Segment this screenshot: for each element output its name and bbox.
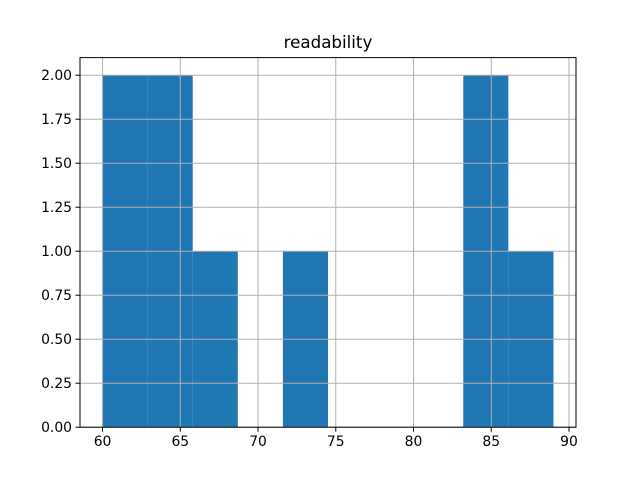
x-tick-label: 80 bbox=[405, 434, 423, 450]
chart-title: readability bbox=[284, 32, 373, 52]
y-tick-label: 0.00 bbox=[41, 420, 72, 436]
y-tick-label: 0.25 bbox=[41, 376, 72, 392]
x-tick-label: 75 bbox=[327, 434, 345, 450]
y-tick-label: 1.00 bbox=[41, 244, 72, 260]
x-tick-label: 60 bbox=[94, 434, 112, 450]
y-tick-label: 1.25 bbox=[41, 200, 72, 216]
x-tick-label: 90 bbox=[560, 434, 578, 450]
y-tick-label: 0.75 bbox=[41, 288, 72, 304]
plot-border bbox=[79, 57, 577, 428]
y-tick-label: 0.50 bbox=[41, 332, 72, 348]
x-tick-label: 85 bbox=[482, 434, 500, 450]
y-tick-label: 1.50 bbox=[41, 156, 72, 172]
x-tick-label: 65 bbox=[171, 434, 189, 450]
y-tick-label: 1.75 bbox=[41, 112, 72, 128]
x-tick-label: 70 bbox=[249, 434, 267, 450]
y-tick-label: 2.00 bbox=[41, 68, 72, 84]
axes-layer: 60 65 70 75 80 85 90 0.00 0.25 0.50 0.75 1.00 1.25 1.… bbox=[41, 57, 578, 450]
